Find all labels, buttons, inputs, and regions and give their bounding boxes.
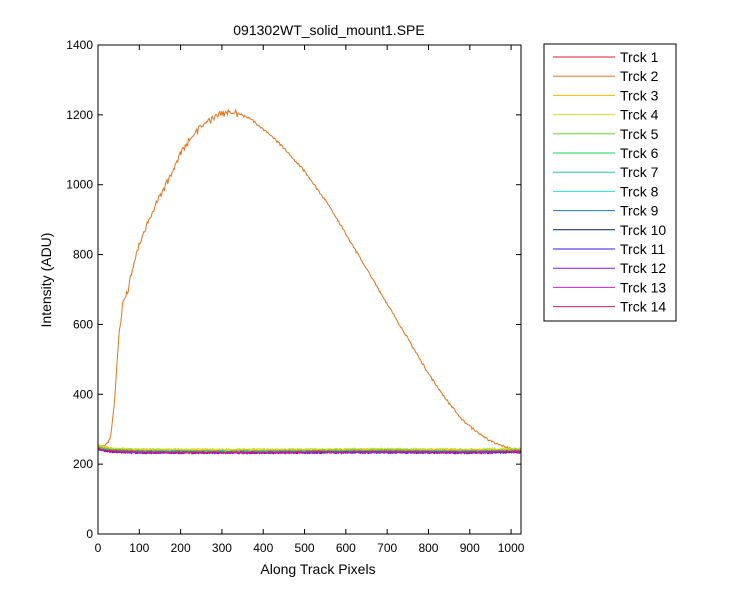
axes-frame (97, 44, 522, 535)
legend-label: Trck 10 (620, 222, 666, 238)
legend-label: Trck 2 (620, 68, 659, 84)
y-tick-label: 400 (73, 387, 93, 401)
chart-title: 091302WT_solid_mount1.SPE (233, 22, 424, 38)
series-layer (98, 108, 521, 455)
legend-label: Trck 8 (620, 183, 659, 199)
x-tick-label: 1000 (498, 541, 525, 555)
legend-label: Trck 3 (620, 87, 659, 103)
x-tick-label: 300 (212, 541, 232, 555)
y-axis-label: Intensity (ADU) (38, 233, 54, 328)
y-tick-label: 1000 (66, 178, 93, 192)
legend-label: Trck 9 (620, 203, 659, 219)
y-tick-label: 200 (73, 457, 93, 471)
ticks-layer: 0 100 200 300 400 500 600 700 800 900 1000 0 200 400 6… (66, 38, 524, 555)
x-tick-label: 800 (418, 541, 438, 555)
legend-box (543, 43, 677, 322)
series-line-2 (98, 108, 521, 452)
series-line-4 (98, 444, 521, 452)
x-tick-label: 900 (460, 541, 480, 555)
legend-label: Trck 13 (620, 279, 666, 295)
legend-label: Trck 14 (620, 299, 666, 315)
legend-label: Trck 7 (620, 164, 659, 180)
legend: Trck 1 Trck 2 Trck 3 Trck 4 Trck 5 Trck 6 Trck… (543, 43, 677, 322)
y-tick-label: 1200 (66, 108, 93, 122)
x-tick-label: 100 (129, 541, 149, 555)
x-tick-label: 600 (336, 541, 356, 555)
series-line-14 (98, 447, 521, 454)
x-tick-label: 400 (253, 541, 273, 555)
y-tick-label: 0 (86, 527, 93, 541)
x-tick-label: 0 (95, 541, 102, 555)
legend-label: Trck 5 (620, 126, 659, 142)
legend-label: Trck 6 (620, 145, 659, 161)
legend-label: Trck 12 (620, 260, 666, 276)
x-axis-label: Along Track Pixels (260, 561, 375, 577)
y-tick-label: 800 (73, 248, 93, 262)
x-tick-label: 700 (377, 541, 397, 555)
y-tick-label: 600 (73, 317, 93, 331)
x-tick-label: 200 (171, 541, 191, 555)
legend-label: Trck 4 (620, 107, 659, 123)
legend-label: Trck 1 (620, 49, 659, 65)
legend-label: Trck 11 (620, 241, 665, 257)
x-tick-label: 500 (295, 541, 315, 555)
y-tick-label: 1400 (66, 38, 93, 52)
